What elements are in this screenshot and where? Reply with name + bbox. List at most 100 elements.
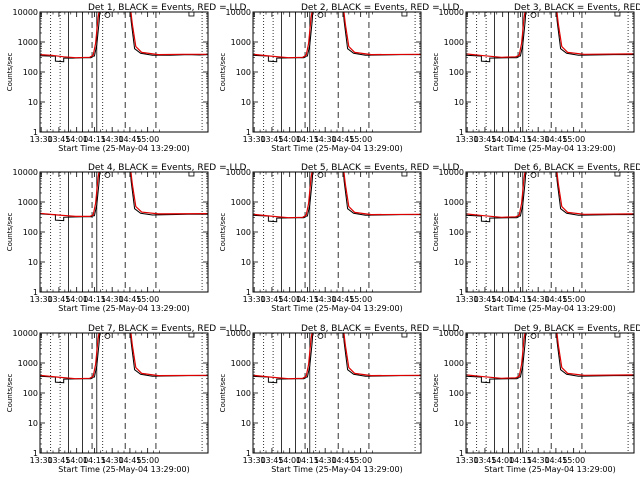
- x-tick-label: 13:45: [47, 456, 70, 465]
- y-tick-label: 100: [449, 389, 464, 398]
- x-axis-label: Start Time (25-May-04 13:29:00): [58, 144, 189, 153]
- y-tick-label: 10: [28, 258, 38, 267]
- x-tick-label: 14:45: [118, 135, 141, 144]
- y-tick-label: 10000: [226, 168, 251, 177]
- y-axis-label: Counts/sec: [6, 374, 14, 413]
- y-tick-label: 1000: [18, 38, 38, 47]
- lld-series-line: [253, 12, 421, 59]
- x-axis-label: Start Time (25-May-04 13:29:00): [271, 144, 402, 153]
- detector-panel: Det 7, BLACK = Events, RED = LLD 1 10 100 10…: [6, 324, 247, 474]
- y-tick-label: 1: [33, 449, 38, 458]
- x-tick-label: 14:15: [509, 295, 532, 304]
- x-axis-label: Start Time (25-May-04 13:29:00): [484, 465, 615, 474]
- y-tick-label: 10: [241, 258, 251, 267]
- x-tick-label: 14:00: [278, 295, 301, 304]
- x-axis-label: Start Time (25-May-04 13:29:00): [58, 304, 189, 313]
- y-axis-label: Counts/sec: [6, 53, 14, 92]
- panel-title: Det 2, BLACK = Events, RED = LLD: [301, 3, 460, 13]
- x-tick-label: 14:45: [331, 135, 354, 144]
- y-tick-label: 1: [246, 288, 251, 297]
- lld-series-line: [40, 172, 208, 217]
- panel-title: Det 4, BLACK = Events, RED = LLD: [88, 163, 247, 173]
- y-tick-label: 1000: [444, 359, 464, 368]
- y-tick-label: 100: [236, 228, 251, 237]
- y-tick-label: 1: [459, 288, 464, 297]
- events-series-line: [466, 172, 634, 223]
- axes-frame: [252, 332, 422, 454]
- circle-marker: [104, 333, 111, 339]
- panel-title: Det 6, BLACK = Events, RED = LLD: [514, 163, 640, 173]
- x-tick-label: 13:45: [473, 135, 496, 144]
- detector-panel: Det 6, BLACK = Events, RED = LLD 1 10 100 10…: [432, 163, 640, 313]
- x-tick-label: 14:00: [65, 295, 88, 304]
- y-tick-label: 10000: [226, 329, 251, 338]
- lld-series-line: [466, 172, 634, 218]
- x-tick-label: 14:30: [527, 135, 550, 144]
- y-tick-label: 10000: [439, 329, 464, 338]
- panel-title: Det 9, BLACK = Events, RED = LLD: [514, 324, 640, 334]
- x-tick-label: 14:15: [509, 456, 532, 465]
- x-tick-label: 13:30: [243, 135, 266, 144]
- y-tick-label: 10: [241, 419, 251, 428]
- x-tick-label: 14:15: [83, 135, 106, 144]
- x-tick-label: 13:30: [456, 135, 479, 144]
- x-tick-label: 14:45: [331, 295, 354, 304]
- circle-marker: [530, 12, 537, 18]
- y-tick-label: 1: [33, 128, 38, 137]
- panel-title: Det 1, BLACK = Events, RED = LLD: [88, 3, 247, 13]
- axes-frame: [252, 171, 422, 293]
- y-axis-label: Counts/sec: [6, 213, 14, 252]
- x-tick-label: 14:15: [296, 456, 319, 465]
- x-tick-label: 15:00: [136, 456, 159, 465]
- x-axis-label: Start Time (25-May-04 13:29:00): [484, 304, 615, 313]
- y-tick-label: 10: [454, 258, 464, 267]
- events-series-line: [253, 172, 421, 223]
- x-tick-label: 15:00: [136, 135, 159, 144]
- circle-marker: [104, 12, 111, 18]
- y-tick-label: 10000: [13, 329, 38, 338]
- lld-series-line: [40, 333, 208, 380]
- axes-frame: [252, 11, 422, 133]
- x-tick-label: 14:00: [278, 456, 301, 465]
- y-tick-label: 10: [241, 98, 251, 107]
- circle-marker: [530, 333, 537, 339]
- axes-frame: [39, 171, 209, 293]
- y-tick-label: 100: [23, 228, 38, 237]
- y-tick-label: 100: [23, 68, 38, 77]
- lld-series-line: [253, 333, 421, 380]
- x-tick-label: 14:00: [278, 135, 301, 144]
- x-tick-label: 15:00: [562, 295, 585, 304]
- events-series-line: [253, 12, 421, 63]
- x-axis-label: Start Time (25-May-04 13:29:00): [271, 304, 402, 313]
- x-tick-label: 14:00: [491, 135, 514, 144]
- x-tick-label: 14:00: [491, 295, 514, 304]
- x-tick-label: 13:30: [456, 295, 479, 304]
- x-tick-label: 15:00: [562, 135, 585, 144]
- x-tick-label: 14:30: [527, 456, 550, 465]
- x-tick-label: 14:30: [101, 456, 124, 465]
- events-series-line: [40, 12, 208, 63]
- x-tick-label: 14:00: [491, 456, 514, 465]
- y-tick-label: 100: [449, 68, 464, 77]
- y-axis-label: Counts/sec: [432, 53, 440, 92]
- y-tick-label: 1000: [18, 198, 38, 207]
- y-tick-label: 10000: [13, 8, 38, 17]
- y-tick-label: 10000: [439, 8, 464, 17]
- lld-series-line: [40, 12, 208, 59]
- x-tick-label: 14:15: [296, 295, 319, 304]
- x-tick-label: 14:45: [544, 295, 567, 304]
- x-axis-label: Start Time (25-May-04 13:29:00): [58, 465, 189, 474]
- y-tick-label: 1000: [18, 359, 38, 368]
- x-tick-label: 14:30: [314, 456, 337, 465]
- events-series-line: [466, 333, 634, 384]
- x-tick-label: 14:30: [314, 135, 337, 144]
- y-tick-label: 10: [28, 419, 38, 428]
- y-tick-label: 10: [454, 98, 464, 107]
- x-tick-label: 13:30: [243, 456, 266, 465]
- events-series-line: [466, 12, 634, 63]
- axes-frame: [465, 332, 635, 454]
- circle-marker: [104, 172, 111, 178]
- lld-series-line: [466, 333, 634, 379]
- x-tick-label: 13:30: [30, 456, 53, 465]
